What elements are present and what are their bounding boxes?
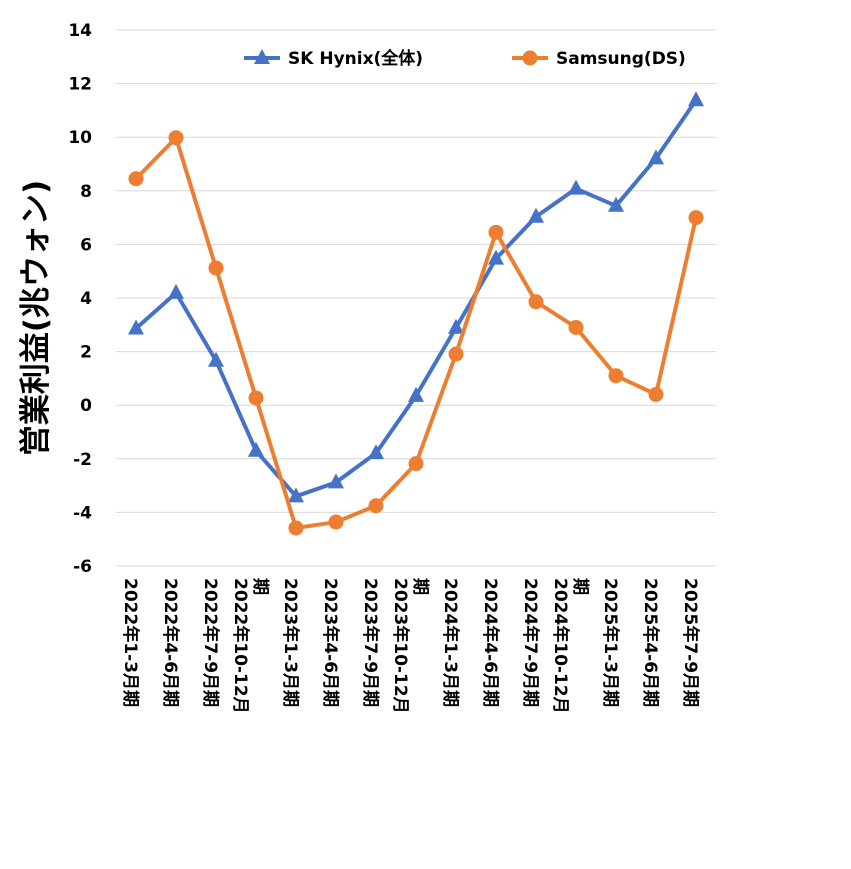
data-point [649,387,664,402]
x-tick-label: 2022年4-6月期 [160,578,181,707]
legend-item-sk-hynix: SK Hynix(全体) [244,48,423,69]
svg-text:2025年4-6月期: 2025年4-6月期 [640,578,661,707]
x-tick-label: 2022年7-9月期 [200,578,221,707]
x-tick-label: 2024年10-12月期 [550,578,590,714]
y-tick-label: -4 [73,503,92,523]
data-point [689,210,704,225]
y-tick-label: -2 [73,450,92,470]
svg-text:2024年10-12月: 2024年10-12月 [550,578,571,714]
gridlines [116,30,716,566]
series-sk-hynix [128,91,704,502]
svg-text:2022年1-3月期: 2022年1-3月期 [120,578,141,707]
legend-item-samsung: Samsung(DS) [512,49,686,69]
svg-text:2024年7-9月期: 2024年7-9月期 [520,578,541,707]
data-point [369,498,384,513]
y-tick-label: 12 [68,75,92,95]
x-tick-label: 2022年1-3月期 [120,578,141,707]
svg-text:期: 期 [570,578,590,595]
svg-text:2022年10-12月: 2022年10-12月 [230,578,251,714]
x-tick-label: 2024年1-3月期 [440,578,461,707]
svg-text:期: 期 [410,578,430,595]
y-tick-label: 0 [80,396,92,416]
svg-text:2023年10-12月: 2023年10-12月 [390,578,411,714]
y-tick-label: -6 [73,557,92,577]
svg-text:2023年1-3月期: 2023年1-3月期 [280,578,301,707]
svg-text:2024年1-3月期: 2024年1-3月期 [440,578,461,707]
svg-text:2022年7-9月期: 2022年7-9月期 [200,578,221,707]
y-tick-label: 10 [68,128,92,148]
legend: SK Hynix(全体) Samsung(DS) [244,48,686,69]
data-point [289,520,304,535]
data-point [328,473,344,488]
data-point [409,456,424,471]
x-tick-label: 2024年7-9月期 [520,578,541,707]
legend-label: Samsung(DS) [556,49,686,69]
x-axis-ticks: 2022年1-3月期 2022年4-6月期 2022年7-9月期 2022年10-12… [120,578,701,714]
svg-text:2023年7-9月期: 2023年7-9月期 [360,578,381,707]
y-axis-label: 営業利益(兆ウォン) [18,180,54,456]
x-tick-label: 2025年1-3月期 [600,578,621,707]
data-point [449,347,464,362]
svg-text:2024年4-6月期: 2024年4-6月期 [480,578,501,707]
data-point [249,390,264,405]
data-point [329,515,344,530]
data-point [209,260,224,275]
data-point [168,284,184,299]
data-point [529,294,544,309]
y-tick-label: 2 [80,343,92,363]
data-point [489,225,504,240]
x-tick-label: 2025年4-6月期 [640,578,661,707]
y-tick-label: 8 [80,182,92,202]
svg-text:2025年1-3月期: 2025年1-3月期 [600,578,621,707]
y-tick-label: 4 [80,289,92,309]
y-axis-ticks: -6 -4 -2 0 2 4 6 8 10 12 14 [68,21,92,577]
data-point [609,368,624,383]
data-point [568,180,584,195]
x-tick-label: 2023年1-3月期 [280,578,301,707]
data-point [688,91,704,106]
x-tick-label: 2023年7-9月期 [360,578,381,707]
x-tick-label: 2023年4-6月期 [320,578,341,707]
data-point [129,171,144,186]
y-tick-label: 6 [80,235,92,255]
x-tick-label: 2025年7-9月期 [680,578,701,707]
svg-text:期: 期 [250,578,270,595]
legend-label: SK Hynix(全体) [288,48,423,69]
y-tick-label: 14 [68,21,92,41]
x-tick-label: 2022年10-12月期 [230,578,270,714]
data-point [169,130,184,145]
series-lines [128,91,704,535]
data-point [569,320,584,335]
x-tick-label: 2023年10-12月期 [390,578,430,714]
svg-text:2025年7-9月期: 2025年7-9月期 [680,578,701,707]
data-point [248,442,264,457]
x-tick-label: 2024年4-6月期 [480,578,501,707]
svg-text:2023年4-6月期: 2023年4-6月期 [320,578,341,707]
svg-text:2022年4-6月期: 2022年4-6月期 [160,578,181,707]
